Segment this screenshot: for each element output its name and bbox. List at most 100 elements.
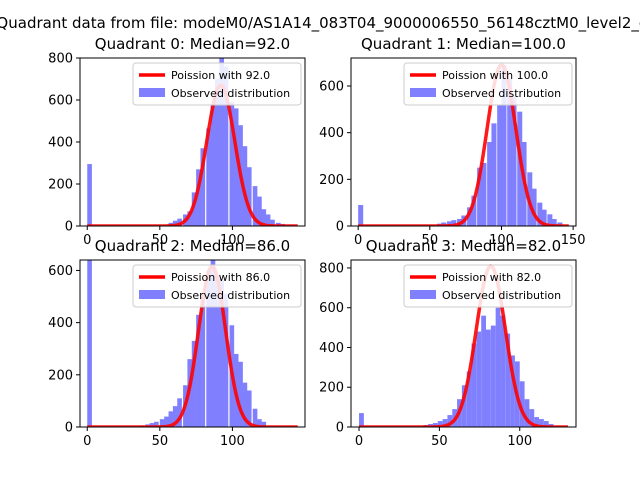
histogram-bar xyxy=(191,340,197,427)
histogram-bar xyxy=(476,331,482,427)
legend-curve-label: Poission with 82.0 xyxy=(442,271,541,284)
histogram-bar xyxy=(501,65,507,226)
histogram-bar xyxy=(551,219,557,226)
y-tick-label: 800 xyxy=(319,261,344,276)
histogram-bar xyxy=(257,419,262,427)
legend-box xyxy=(132,264,302,308)
y-tick-label: 600 xyxy=(319,80,344,95)
histogram-bar xyxy=(210,104,216,226)
panels: 0 50 100 0 200 400 600 800 Quadrant 0: Median=92… xyxy=(48,35,585,449)
y-tick-label: 200 xyxy=(319,381,344,396)
histogram-bar xyxy=(541,209,547,226)
y-tick-label: 600 xyxy=(319,301,344,316)
legend-hist-swatch xyxy=(410,290,436,299)
legend-hist-swatch xyxy=(139,290,165,299)
legend-box xyxy=(403,62,573,106)
histogram-bar xyxy=(206,270,211,427)
poisson-curve xyxy=(359,264,568,427)
panel-title: Quadrant 1: Median=100.0 xyxy=(361,35,566,53)
x-tick-label: 0 xyxy=(354,233,362,248)
histogram-bar xyxy=(490,325,496,427)
histogram-bar xyxy=(164,416,169,427)
y-tick-label: 0 xyxy=(65,220,73,235)
histogram-bar xyxy=(461,385,467,427)
histogram-bar xyxy=(223,66,229,226)
histogram-bar xyxy=(537,202,543,226)
histogram-bar xyxy=(206,128,211,226)
histogram-bar xyxy=(451,220,457,226)
x-tick-label: 0 xyxy=(355,434,363,449)
axes-frame xyxy=(350,259,577,428)
y-tick-label: 600 xyxy=(48,264,73,279)
histogram-bar xyxy=(447,221,453,226)
histogram-bar xyxy=(210,260,216,427)
histogram-bar xyxy=(246,167,252,226)
histogram-bar xyxy=(481,315,486,427)
x-tick-label: 0 xyxy=(83,233,91,248)
histogram-bar xyxy=(358,205,364,226)
plot-area xyxy=(358,63,569,226)
histogram-bar xyxy=(507,79,513,226)
panel-title: Quadrant 0: Median=92.0 xyxy=(95,35,290,53)
histogram-bar xyxy=(219,58,224,226)
histogram-bar xyxy=(229,102,235,226)
histogram-bar xyxy=(87,260,92,427)
x-tick-label: 100 xyxy=(220,233,245,248)
legend-curve-label: Poission with 92.0 xyxy=(171,69,270,82)
histogram-bar xyxy=(187,211,193,226)
panel-title: Quadrant 2: Median=86.0 xyxy=(95,237,290,255)
legend-hist-label: Observed distribution xyxy=(171,289,290,302)
histogram-bar xyxy=(196,169,201,226)
histogram-bar xyxy=(524,399,530,427)
histogram-bar xyxy=(219,280,224,427)
histogram-bar xyxy=(477,167,483,226)
histogram-bar xyxy=(500,315,506,427)
legend-hist-label: Observed distribution xyxy=(442,289,561,302)
histogram-bar xyxy=(200,148,206,226)
histogram-bar xyxy=(505,333,511,427)
histogram-bar xyxy=(233,108,239,226)
histogram-bar xyxy=(547,214,553,226)
histogram-bar xyxy=(265,214,271,226)
legend-box xyxy=(132,62,302,106)
histogram-bar xyxy=(191,192,197,226)
histogram-bar xyxy=(252,186,258,226)
figure-suptitle: Histograms of Quadrant data from file: m… xyxy=(0,14,640,33)
panel-title: Quadrant 3: Median=82.0 xyxy=(366,237,561,255)
poisson-curve xyxy=(87,83,298,226)
histogram-bar xyxy=(359,413,364,427)
legend-hist-swatch xyxy=(139,88,165,97)
histogram-bar xyxy=(447,415,453,427)
histogram-bar xyxy=(519,381,525,427)
quadrant-panel-1: 0 50 100 150 0 200 400 600 Quadrant 1: Median=10… xyxy=(319,35,585,248)
y-tick-label: 600 xyxy=(48,94,73,109)
y-tick-label: 200 xyxy=(48,368,73,383)
x-tick-label: 50 xyxy=(422,233,439,248)
plot-area xyxy=(359,264,568,427)
y-tick-label: 0 xyxy=(336,421,344,436)
histogram-bar xyxy=(481,163,487,226)
histogram-bar xyxy=(531,188,537,226)
y-tick-label: 800 xyxy=(48,52,73,67)
histogram-bar xyxy=(159,419,165,427)
histogram-bar xyxy=(510,355,515,427)
histogram-bar xyxy=(149,423,155,427)
x-tick-label: 50 xyxy=(431,434,448,449)
y-tick-label: 400 xyxy=(319,126,344,141)
histogram-bar xyxy=(87,164,92,226)
legend-hist-label: Observed distribution xyxy=(171,87,290,100)
y-tick-label: 200 xyxy=(48,178,73,193)
quadrant-panel-3: 0 50 100 0 200 400 600 800 Quadrant 3: Median=82… xyxy=(319,237,577,449)
y-tick-label: 400 xyxy=(319,341,344,356)
histogram-bar xyxy=(172,406,178,427)
legend-curve-label: Poission with 100.0 xyxy=(442,69,548,82)
y-tick-label: 200 xyxy=(319,173,344,188)
y-tick-label: 0 xyxy=(65,421,73,436)
axes-frame xyxy=(79,259,306,428)
histogram-bar xyxy=(466,371,472,427)
histogram-bar xyxy=(442,419,448,427)
quadrant-panel-2: 0 50 100 0 200 400 600 Quadrant 2: Median=86.0 P… xyxy=(48,237,306,449)
x-tick-label: 150 xyxy=(561,233,586,248)
histogram-bar xyxy=(215,275,220,427)
legend-box xyxy=(403,264,573,308)
